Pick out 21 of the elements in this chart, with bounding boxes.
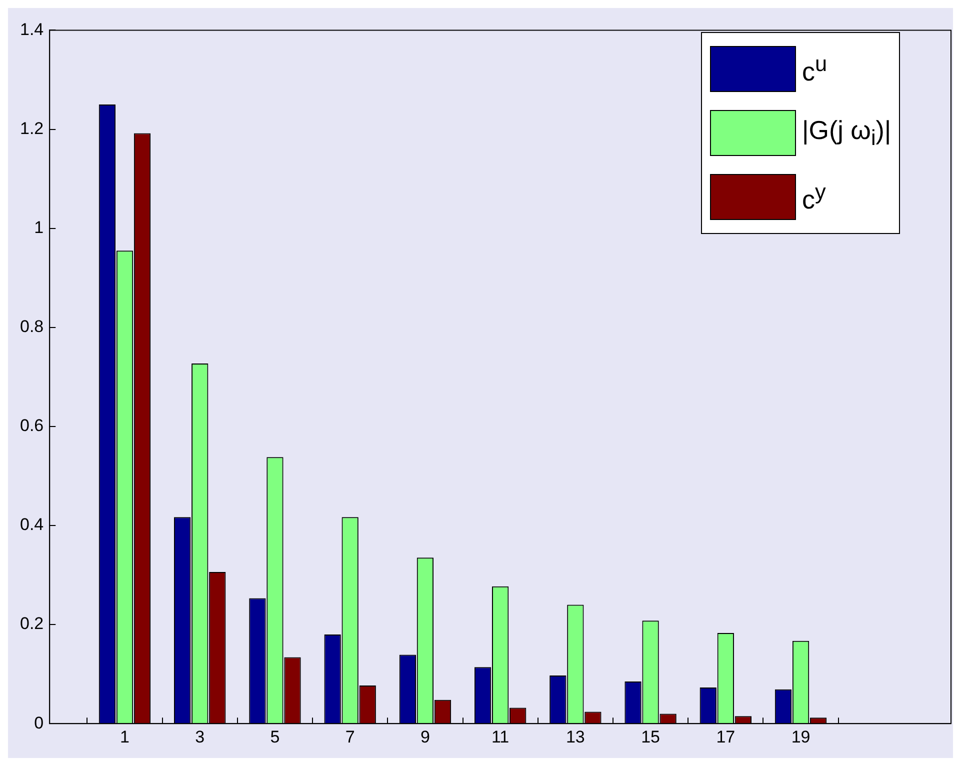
legend-label: |G(j ω$_{i}$)| [802,115,892,152]
x-tick-label: 7 [345,727,355,746]
x-tick-label: 5 [270,727,280,746]
x-tick-label: 9 [420,727,430,746]
y-tick-label: 0.4 [20,515,44,534]
legend-label: c$^{y}$ [802,178,826,216]
y-tick-label: 1.4 [20,20,44,39]
y-tick-label: 1.2 [20,118,44,138]
y-tick-label: 0.2 [20,614,44,634]
x-tick-label: 17 [716,727,736,746]
x-tick-label: 11 [491,727,510,746]
y-tick-label: 0.8 [20,317,44,336]
x-tick-label: 15 [641,727,660,746]
x-tick-label: 19 [791,727,810,746]
x-tick-label: 13 [566,727,585,746]
legend-label: c$^{u}$ [802,50,828,88]
x-tick-label: 3 [195,727,205,746]
x-tick-label: 1 [120,727,130,746]
y-tick-label: 1 [34,218,44,237]
y-tick-label: 0.6 [20,416,44,436]
y-tick-label: 0 [34,713,44,732]
